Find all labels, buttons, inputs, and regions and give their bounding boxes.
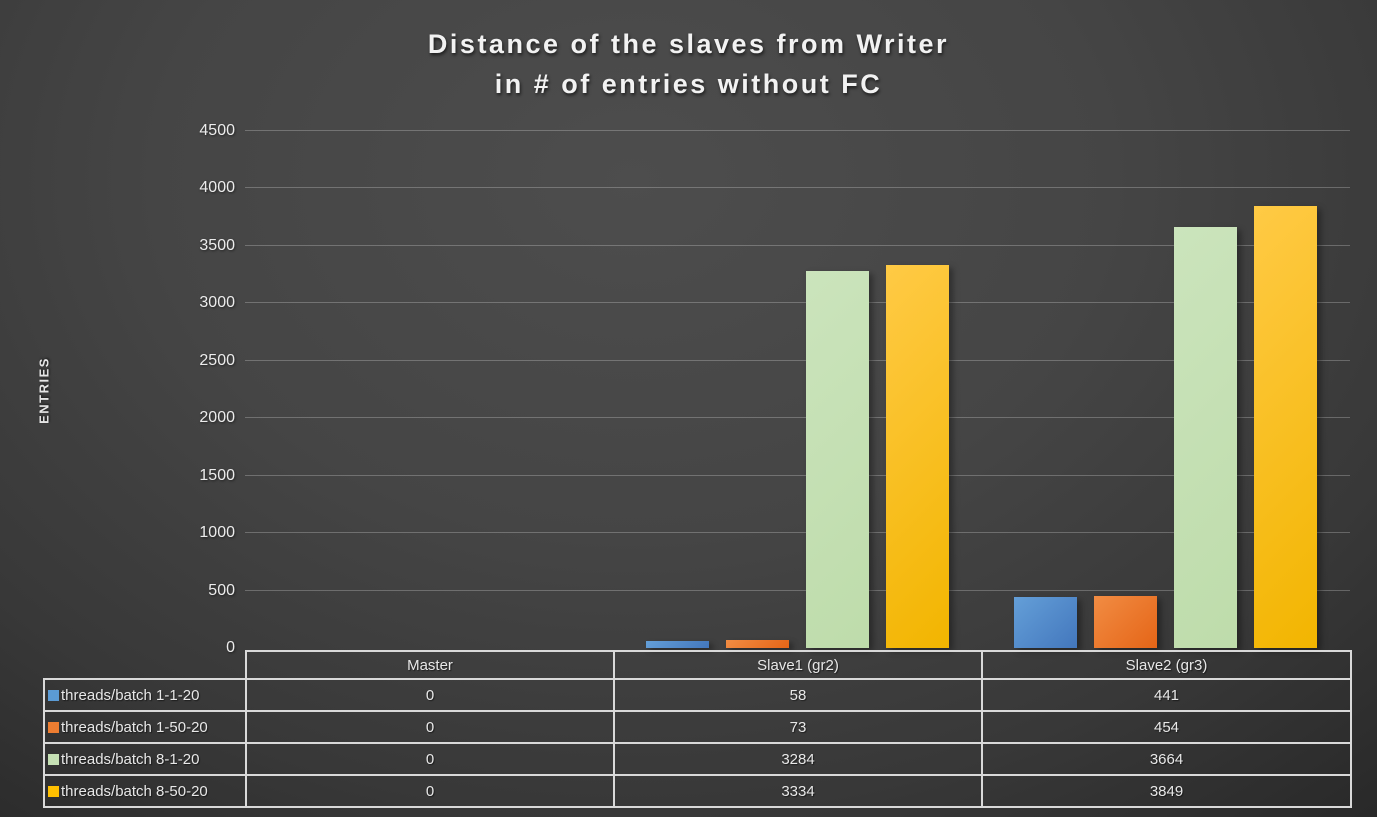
- data-table: Master Slave1 (gr2) Slave2 (gr3) threads/ba…: [43, 650, 1352, 808]
- y-tick-label: 1500: [199, 466, 235, 484]
- table-value-cell: 3284: [613, 742, 983, 776]
- table-value-cell: 3664: [981, 742, 1352, 776]
- bar-series1-slave2: [1014, 597, 1078, 648]
- series-color-swatch-icon: [48, 753, 59, 765]
- table-value-cell: 0: [245, 710, 615, 744]
- table-row: threads/batch 8-50-20 0 3334 3849: [43, 774, 1352, 808]
- chart-title: Distance of the slaves from Writer in # …: [0, 24, 1377, 104]
- gridline: [245, 532, 1350, 534]
- series-name-label: threads/batch 1-1-20: [61, 686, 200, 704]
- table-row: threads/batch 1-1-20 0 58 441: [43, 678, 1352, 712]
- table-value-cell: 0: [245, 678, 615, 712]
- table-header-cell: Slave2 (gr3): [981, 650, 1352, 680]
- bar-series2-slave1: [726, 639, 789, 648]
- gridline: [245, 187, 1350, 189]
- y-tick-label: 2500: [199, 351, 235, 369]
- series-name-label: threads/batch 1-50-20: [61, 718, 208, 736]
- bar-series1-slave1: [646, 641, 709, 648]
- y-tick-label: 0: [226, 639, 235, 656]
- table-corner-cell: [44, 651, 246, 679]
- legend-cell: threads/batch 8-1-20: [43, 742, 247, 776]
- gridline: [245, 417, 1350, 419]
- series-name-label: threads/batch 8-50-20: [61, 782, 208, 800]
- bar-series4-slave1: [886, 264, 949, 648]
- gridline: [245, 302, 1350, 304]
- y-tick-label: 3000: [199, 294, 235, 312]
- bar-series3-slave2: [1174, 227, 1238, 648]
- legend-cell: threads/batch 8-50-20: [43, 774, 247, 808]
- table-value-cell: 454: [981, 710, 1352, 744]
- y-tick-label: 3500: [199, 236, 235, 254]
- y-tick-label: 1000: [199, 524, 235, 542]
- series-name-label: threads/batch 8-1-20: [61, 750, 200, 768]
- table-row: threads/batch 1-50-20 0 73 454: [43, 710, 1352, 744]
- bar-series4-slave2: [1254, 205, 1318, 648]
- gridline: [245, 359, 1350, 361]
- gridline: [245, 130, 1350, 131]
- legend-cell: threads/batch 1-50-20: [43, 710, 247, 744]
- table-value-cell: 3849: [981, 774, 1352, 808]
- table-value-cell: 3334: [613, 774, 983, 808]
- legend-cell: threads/batch 1-1-20: [43, 678, 247, 712]
- bar-series3-slave1: [806, 270, 869, 648]
- series-color-swatch-icon: [48, 689, 59, 701]
- table-header-cell: Slave1 (gr2): [613, 650, 983, 680]
- y-tick-label: 4500: [199, 122, 235, 139]
- y-axis-tick-labels: 0 500 1000 1500 2000 2500 3000 3500 4000 4500: [140, 122, 235, 656]
- plot-area: [245, 130, 1350, 648]
- chart-title-line2: in # of entries without FC: [494, 69, 883, 99]
- series-color-swatch-icon: [48, 785, 59, 797]
- table-value-cell: 73: [613, 710, 983, 744]
- table-header-row: Master Slave1 (gr2) Slave2 (gr3): [44, 650, 1352, 680]
- chart-title-line1: Distance of the slaves from Writer: [427, 29, 950, 59]
- table-value-cell: 0: [245, 774, 615, 808]
- series-color-swatch-icon: [48, 721, 59, 733]
- gridline: [245, 244, 1350, 246]
- table-row: threads/batch 8-1-20 0 3284 3664: [43, 742, 1352, 776]
- bar-series2-slave2: [1094, 595, 1158, 648]
- data-table-body: Master Slave1 (gr2) Slave2 (gr3) threads/ba…: [43, 650, 1352, 808]
- table-value-cell: 441: [981, 678, 1352, 712]
- gridline: [245, 474, 1350, 476]
- table-value-cell: 58: [613, 678, 983, 712]
- y-axis-title: ENTRIES: [36, 357, 52, 424]
- y-tick-label: 500: [208, 581, 235, 599]
- table-header-cell: Master: [245, 650, 615, 680]
- y-tick-label: 4000: [199, 179, 235, 197]
- gridline: [245, 589, 1350, 591]
- table-value-cell: 0: [245, 742, 615, 776]
- y-tick-label: 2000: [199, 409, 235, 427]
